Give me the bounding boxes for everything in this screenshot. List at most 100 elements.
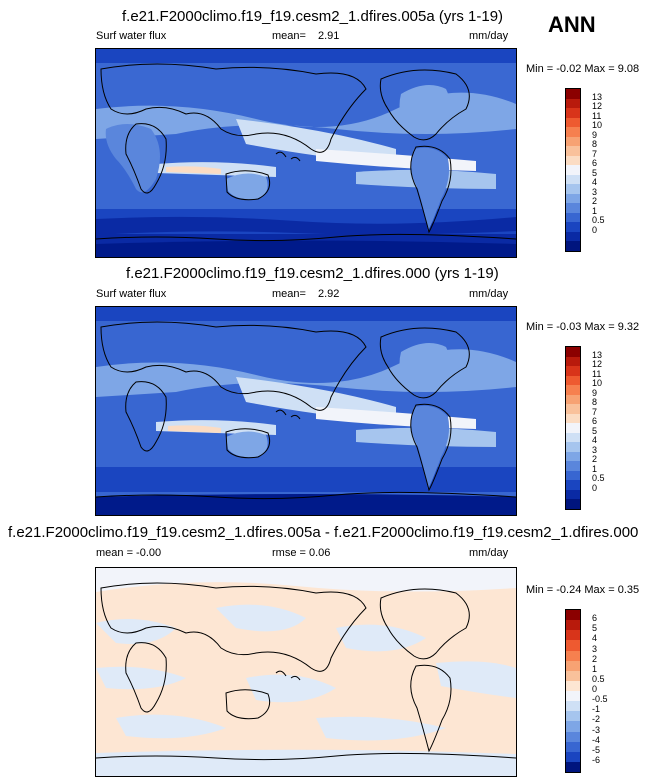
panel1-colorbar-swatch [566, 136, 580, 147]
panel3-colorbar-swatch [566, 731, 580, 742]
panel1-colorbar-swatch [566, 98, 580, 109]
panel3-colorbar-tick-label: 2 [592, 653, 598, 664]
panel1-colorbar-swatch [566, 89, 580, 99]
panel1-colorbar-swatch [566, 241, 580, 251]
panel1-title: f.e21.F2000climo.f19_f19.cesm2_1.dfires.… [122, 8, 504, 25]
panel1-colorbar-swatch [566, 174, 580, 185]
panel2-colorbar-tick-label: 4 [592, 435, 598, 446]
panel1-variable: Surf water flux [96, 30, 167, 42]
panel1-colorbar-swatch [566, 146, 580, 156]
panel1-colorbar-tick-label: 0 [592, 224, 598, 235]
panel3-colorbar-tick-label: -6 [592, 754, 601, 765]
panel3-rmse: rmse = 0.06 [272, 547, 331, 559]
panel3-colorbar-tick-label: -2 [592, 714, 601, 725]
panel2-colorbar-swatch [566, 461, 580, 471]
panel3-title: f.e21.F2000climo.f19_f19.cesm2_1.dfires.… [8, 524, 639, 541]
panel3-colorbar-swatch [566, 741, 580, 752]
panel1-colorbar-tick-label: 9 [592, 129, 598, 140]
panel3-colorbar-tick-label: 0.5 [592, 673, 605, 684]
panel1-mean-label: mean= [272, 30, 306, 42]
panel2-mean-label: mean= [272, 288, 306, 300]
panel1-colorbar-swatch [566, 193, 580, 204]
panel3-colorbar-swatch [566, 761, 580, 772]
panel3-units: mm/day [469, 547, 509, 559]
panel2-colorbar [565, 346, 581, 510]
panel3-colorbar-swatch [566, 721, 580, 732]
panel2-colorbar-tick-label: 12 [592, 359, 603, 370]
panel1-minmax: Min = -0.02 Max = 9.08 [526, 63, 640, 75]
panel2-colorbar-swatch [566, 385, 580, 395]
panel2-colorbar-tick-label: 8 [592, 397, 598, 408]
panel2-colorbar-swatch [566, 423, 580, 433]
panel2-colorbar-tick-label: 7 [592, 406, 598, 417]
panel1-map [95, 48, 517, 258]
panel3-minmax: Min = -0.24 Max = 0.35 [526, 584, 640, 596]
panel1-colorbar-swatch [566, 212, 580, 223]
panel1-colorbar-tick-label: 10 [592, 120, 603, 131]
panel2-minmax: Min = -0.03 Max = 9.32 [526, 321, 640, 333]
panel2-mean-value: 2.92 [318, 288, 340, 300]
panel3-colorbar-swatch [566, 660, 580, 671]
panel2-colorbar-swatch [566, 432, 580, 443]
panel2-colorbar-swatch [566, 347, 580, 357]
panel1-colorbar-tick-label: 0.5 [592, 215, 605, 226]
panel3-colorbar-tick-label: -3 [592, 724, 601, 735]
panel3-colorbar-swatch [566, 670, 580, 681]
panel3-colorbar-tick-label: 3 [592, 643, 598, 654]
panel2-colorbar-tick-label: 9 [592, 387, 598, 398]
panel3-colorbar-tick-label: -1 [592, 704, 601, 715]
panel2-colorbar-swatch [566, 489, 580, 500]
panel2-colorbar-swatch [566, 451, 580, 462]
panel2-variable: Surf water flux [96, 288, 167, 300]
panel2-colorbar-swatch [566, 413, 580, 424]
panel2-colorbar-tick-label: 2 [592, 454, 598, 465]
panel3-colorbar-swatch [566, 751, 580, 762]
panel2-map [95, 306, 517, 516]
panel2-colorbar-swatch [566, 499, 580, 509]
panel2-colorbar-swatch [566, 375, 580, 386]
panel2-colorbar-swatch [566, 404, 580, 414]
panel2-colorbar-tick-label: 5 [592, 425, 598, 436]
panel1-colorbar-tick-label: 11 [592, 110, 602, 121]
panel1-colorbar-tick-label: 3 [592, 186, 598, 197]
panel1-colorbar [565, 88, 581, 252]
panel3-map [95, 567, 517, 777]
panel2-colorbar-swatch [566, 442, 580, 452]
panel3-colorbar-tick-label: 4 [592, 633, 598, 644]
season-label: ANN [548, 12, 596, 37]
panel1-colorbar-tick-label: 13 [592, 91, 603, 102]
panel2-colorbar-swatch [566, 480, 580, 490]
panel2-colorbar-tick-label: 3 [592, 444, 598, 455]
panel1-colorbar-swatch [566, 108, 580, 118]
panel3-colorbar-swatch [566, 691, 580, 702]
panel1-colorbar-swatch [566, 165, 580, 175]
panel3-colorbar [565, 609, 581, 773]
panel1-colorbar-tick-label: 12 [592, 101, 603, 112]
panel1-colorbar-swatch [566, 117, 580, 128]
panel1-colorbar-tick-label: 2 [592, 196, 598, 207]
panel2-title: f.e21.F2000climo.f19_f19.cesm2_1.dfires.… [126, 265, 499, 282]
panel1-colorbar-tick-label: 8 [592, 139, 598, 150]
panel3-colorbar-tick-label: 0 [592, 684, 598, 694]
panel2-colorbar-tick-label: 0 [592, 482, 598, 493]
panel2-colorbar-tick-label: 0.5 [592, 473, 605, 484]
panel3-colorbar-tick-label: 5 [592, 623, 598, 634]
panel1-units: mm/day [469, 30, 509, 42]
panel1-colorbar-tick-label: 4 [592, 177, 598, 188]
panel1-colorbar-swatch [566, 203, 580, 213]
panel3-colorbar-swatch [566, 701, 580, 712]
panel3-colorbar-swatch [566, 610, 580, 621]
panel1-colorbar-tick-label: 5 [592, 167, 598, 178]
panel2-units: mm/day [469, 288, 509, 300]
panel1-colorbar-tick-label: 6 [592, 158, 598, 169]
panel3-colorbar-swatch [566, 630, 580, 641]
panel3-colorbar-swatch [566, 680, 580, 691]
panel3-colorbar-swatch [566, 711, 580, 722]
panel1-colorbar-swatch [566, 231, 580, 242]
panel1-colorbar-swatch [566, 184, 580, 194]
panel1-colorbar-swatch [566, 222, 580, 232]
panel2-colorbar-swatch [566, 470, 580, 481]
panel3-colorbar-swatch [566, 650, 580, 661]
panel1-colorbar-tick-label: 1 [592, 205, 598, 216]
panel1-colorbar-tick-label: 7 [592, 148, 598, 159]
